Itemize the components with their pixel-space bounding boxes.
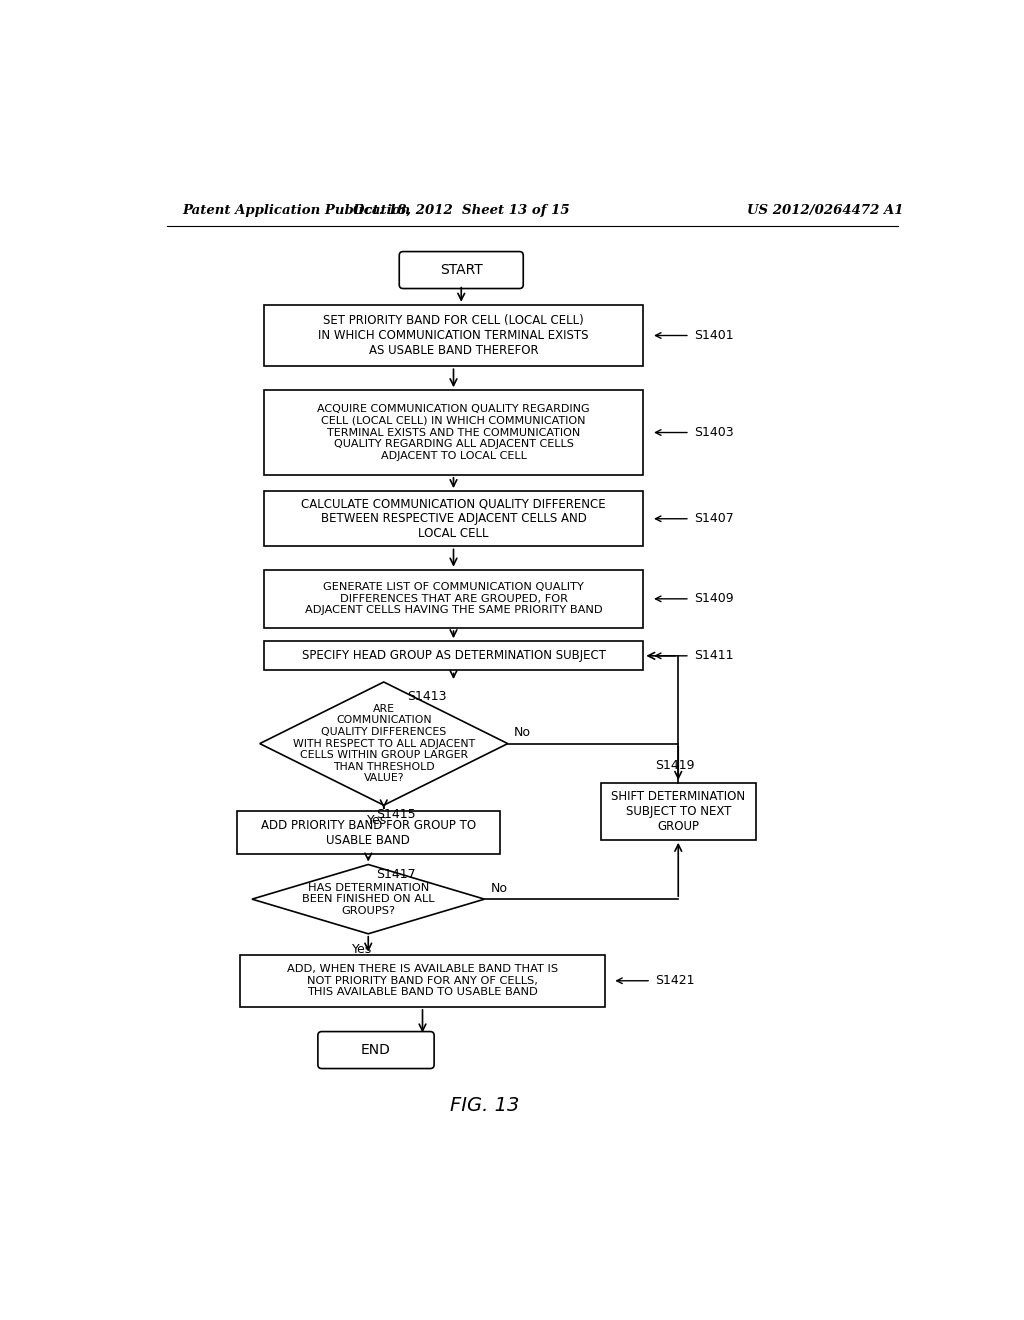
Text: ADD, WHEN THERE IS AVAILABLE BAND THAT IS
NOT PRIORITY BAND FOR ANY OF CELLS,
TH: ADD, WHEN THERE IS AVAILABLE BAND THAT I…: [287, 964, 558, 998]
Bar: [263, 570, 643, 628]
Text: Patent Application Publication: Patent Application Publication: [182, 205, 411, 218]
Text: S1417: S1417: [376, 869, 416, 882]
Text: S1413: S1413: [407, 689, 446, 702]
Text: S1409: S1409: [693, 593, 733, 606]
Text: S1415: S1415: [376, 808, 416, 821]
Text: FIG. 13: FIG. 13: [450, 1096, 519, 1115]
Text: SHIFT DETERMINATION
SUBJECT TO NEXT
GROUP: SHIFT DETERMINATION SUBJECT TO NEXT GROU…: [611, 789, 745, 833]
Text: S1407: S1407: [693, 512, 733, 525]
Text: US 2012/0264472 A1: US 2012/0264472 A1: [748, 205, 903, 218]
Text: ACQUIRE COMMUNICATION QUALITY REGARDING
CELL (LOCAL CELL) IN WHICH COMMUNICATION: ACQUIRE COMMUNICATION QUALITY REGARDING …: [317, 404, 590, 461]
Bar: [241, 954, 604, 1007]
Text: GENERATE LIST OF COMMUNICATION QUALITY
DIFFERENCES THAT ARE GROUPED, FOR
ADJACEN: GENERATE LIST OF COMMUNICATION QUALITY D…: [305, 582, 602, 615]
FancyBboxPatch shape: [399, 252, 523, 289]
Bar: [263, 305, 643, 367]
Text: END: END: [361, 1043, 391, 1057]
Text: S1421: S1421: [655, 974, 694, 987]
Bar: [263, 642, 643, 671]
Text: Yes: Yes: [368, 814, 388, 828]
Text: S1403: S1403: [693, 426, 733, 440]
Bar: [601, 783, 756, 840]
Text: HAS DETERMINATION
BEEN FINISHED ON ALL
GROUPS?: HAS DETERMINATION BEEN FINISHED ON ALL G…: [302, 883, 434, 916]
Polygon shape: [252, 865, 484, 933]
Text: S1419: S1419: [654, 759, 694, 772]
Bar: [263, 491, 643, 546]
Bar: [237, 812, 500, 854]
Text: SET PRIORITY BAND FOR CELL (LOCAL CELL)
IN WHICH COMMUNICATION TERMINAL EXISTS
A: SET PRIORITY BAND FOR CELL (LOCAL CELL) …: [318, 314, 589, 356]
Bar: [263, 391, 643, 475]
Text: START: START: [440, 263, 482, 277]
FancyBboxPatch shape: [317, 1032, 434, 1069]
Text: SPECIFY HEAD GROUP AS DETERMINATION SUBJECT: SPECIFY HEAD GROUP AS DETERMINATION SUBJ…: [301, 649, 605, 663]
Polygon shape: [260, 682, 508, 805]
Text: S1401: S1401: [693, 329, 733, 342]
Text: ADD PRIORITY BAND FOR GROUP TO
USABLE BAND: ADD PRIORITY BAND FOR GROUP TO USABLE BA…: [261, 818, 476, 847]
Text: S1411: S1411: [693, 649, 733, 663]
Text: Oct. 18, 2012  Sheet 13 of 15: Oct. 18, 2012 Sheet 13 of 15: [353, 205, 569, 218]
Text: ARE
COMMUNICATION
QUALITY DIFFERENCES
WITH RESPECT TO ALL ADJACENT
CELLS WITHIN : ARE COMMUNICATION QUALITY DIFFERENCES WI…: [293, 704, 475, 783]
Text: No: No: [514, 726, 531, 739]
Text: Yes: Yes: [352, 942, 372, 956]
Text: No: No: [490, 882, 508, 895]
Text: CALCULATE COMMUNICATION QUALITY DIFFERENCE
BETWEEN RESPECTIVE ADJACENT CELLS AND: CALCULATE COMMUNICATION QUALITY DIFFEREN…: [301, 498, 606, 540]
